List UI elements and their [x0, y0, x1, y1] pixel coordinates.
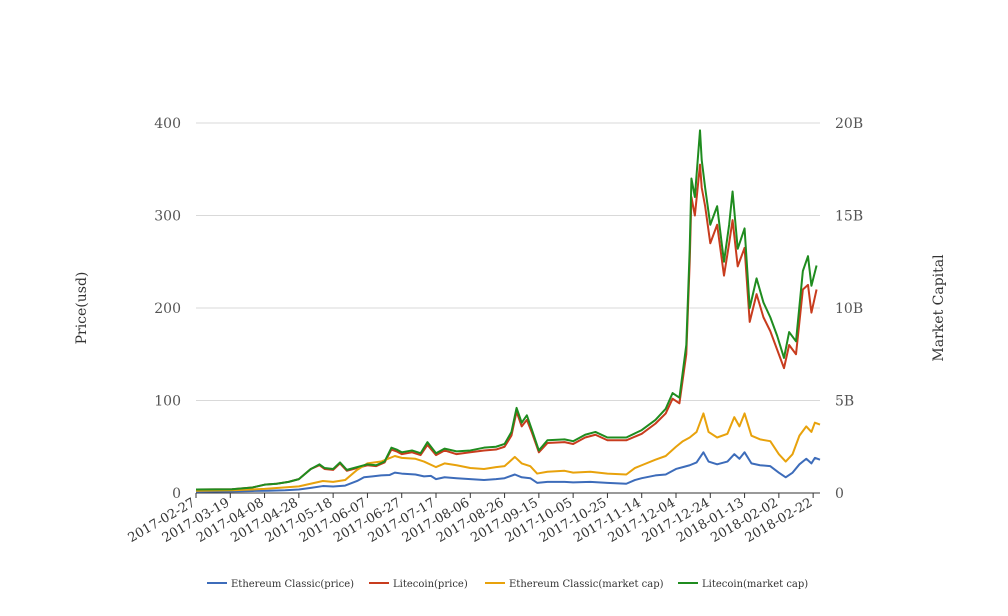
series-lines	[195, 129, 821, 493]
legend-label: Ethereum Classic(price)	[231, 579, 354, 590]
series-line	[195, 412, 821, 492]
y-right-tick-label: 10B	[835, 301, 863, 317]
y-left-axis-title: Price(usd)	[74, 272, 90, 345]
y-left-tick-label: 400	[154, 116, 181, 132]
legend: Ethereum Classic(price) Litecoin(price) Et…	[207, 579, 808, 590]
legend-label: Litecoin(market cap)	[702, 579, 808, 590]
legend-item: Litecoin(price)	[369, 579, 468, 590]
right-axis-ticks: 0 5B 10B 15B 20B	[835, 116, 863, 502]
legend-item: Ethereum Classic(price)	[207, 579, 354, 590]
y-left-tick-label: 0	[172, 486, 181, 502]
series-line	[195, 129, 818, 491]
legend-item: Ethereum Classic(market cap)	[485, 579, 664, 590]
y-left-tick-label: 200	[154, 301, 181, 317]
series-line	[195, 451, 821, 493]
y-right-axis-title: Market Capital	[931, 254, 947, 362]
legend-label: Ethereum Classic(market cap)	[509, 579, 664, 590]
y-left-tick-label: 300	[154, 209, 181, 225]
legend-label: Litecoin(price)	[393, 579, 468, 590]
left-axis-ticks: 0 100 200 300 400	[154, 116, 181, 502]
y-right-tick-label: 0	[835, 486, 844, 502]
y-right-tick-label: 20B	[835, 116, 863, 132]
x-axis-ticks: 2017-02-272017-03-192017-04-082017-04-28…	[126, 493, 815, 546]
y-right-tick-label: 5B	[835, 394, 854, 410]
y-right-tick-label: 15B	[835, 209, 863, 225]
y-left-tick-label: 100	[154, 394, 181, 410]
legend-item: Litecoin(market cap)	[678, 579, 808, 590]
grid-lines	[196, 122, 820, 401]
